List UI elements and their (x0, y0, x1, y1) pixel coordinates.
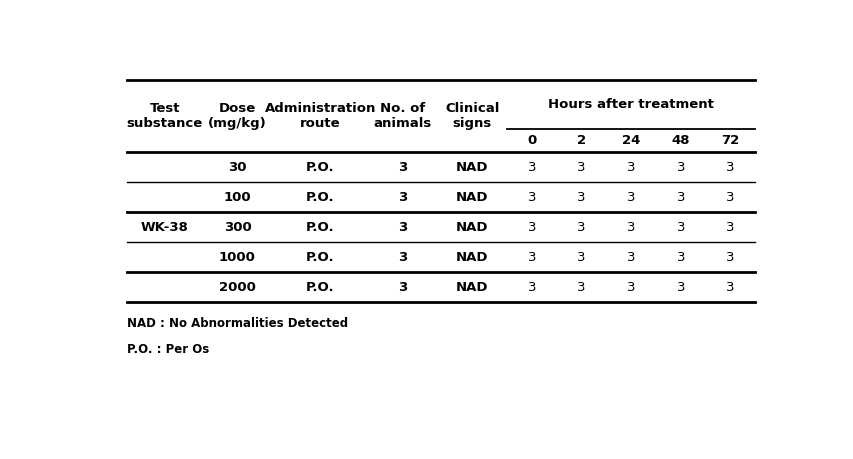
Text: 48: 48 (670, 134, 689, 147)
Text: P.O.: P.O. (305, 221, 334, 234)
Text: 3: 3 (676, 281, 684, 294)
Text: 3: 3 (397, 251, 407, 264)
Text: 300: 300 (223, 221, 251, 234)
Text: 3: 3 (527, 161, 536, 174)
Text: 3: 3 (577, 191, 585, 204)
Text: 30: 30 (228, 161, 247, 174)
Text: 72: 72 (721, 134, 739, 147)
Text: 1000: 1000 (218, 251, 256, 264)
Text: 3: 3 (397, 161, 407, 174)
Text: NAD: NAD (456, 221, 488, 234)
Text: 3: 3 (676, 251, 684, 264)
Text: 3: 3 (725, 221, 734, 234)
Text: 3: 3 (725, 281, 734, 294)
Text: 3: 3 (577, 161, 585, 174)
Text: 3: 3 (397, 281, 407, 294)
Text: 3: 3 (626, 251, 635, 264)
Text: 3: 3 (725, 251, 734, 264)
Text: 0: 0 (527, 134, 536, 147)
Text: Test
substance: Test substance (126, 102, 202, 130)
Text: P.O.: P.O. (305, 251, 334, 264)
Text: 3: 3 (676, 221, 684, 234)
Text: 100: 100 (223, 191, 251, 204)
Text: 3: 3 (397, 221, 407, 234)
Text: Administration
route: Administration route (264, 102, 375, 130)
Text: Dose
(mg/kg): Dose (mg/kg) (208, 102, 266, 130)
Text: 3: 3 (527, 191, 536, 204)
Text: NAD : No Abnormalities Detected: NAD : No Abnormalities Detected (126, 317, 347, 330)
Text: 3: 3 (626, 191, 635, 204)
Text: 3: 3 (676, 161, 684, 174)
Text: NAD: NAD (456, 191, 488, 204)
Text: 3: 3 (626, 281, 635, 294)
Text: 3: 3 (676, 191, 684, 204)
Text: P.O.: P.O. (305, 281, 334, 294)
Text: No. of
animals: No. of animals (374, 102, 432, 130)
Text: 2000: 2000 (218, 281, 256, 294)
Text: P.O.: P.O. (305, 161, 334, 174)
Text: 3: 3 (725, 161, 734, 174)
Text: 3: 3 (577, 221, 585, 234)
Text: Hours after treatment: Hours after treatment (548, 98, 713, 111)
Text: 24: 24 (621, 134, 640, 147)
Text: 3: 3 (527, 251, 536, 264)
Text: P.O. : Per Os: P.O. : Per Os (126, 343, 209, 356)
Text: Clinical
signs: Clinical signs (444, 102, 499, 130)
Text: P.O.: P.O. (305, 191, 334, 204)
Text: 3: 3 (577, 281, 585, 294)
Text: NAD: NAD (456, 161, 488, 174)
Text: 3: 3 (626, 221, 635, 234)
Text: 3: 3 (527, 281, 536, 294)
Text: 3: 3 (397, 191, 407, 204)
Text: 3: 3 (626, 161, 635, 174)
Text: 3: 3 (725, 191, 734, 204)
Text: 3: 3 (577, 251, 585, 264)
Text: 3: 3 (527, 221, 536, 234)
Text: NAD: NAD (456, 281, 488, 294)
Text: NAD: NAD (456, 251, 488, 264)
Text: 2: 2 (577, 134, 585, 147)
Text: WK-38: WK-38 (141, 221, 189, 234)
